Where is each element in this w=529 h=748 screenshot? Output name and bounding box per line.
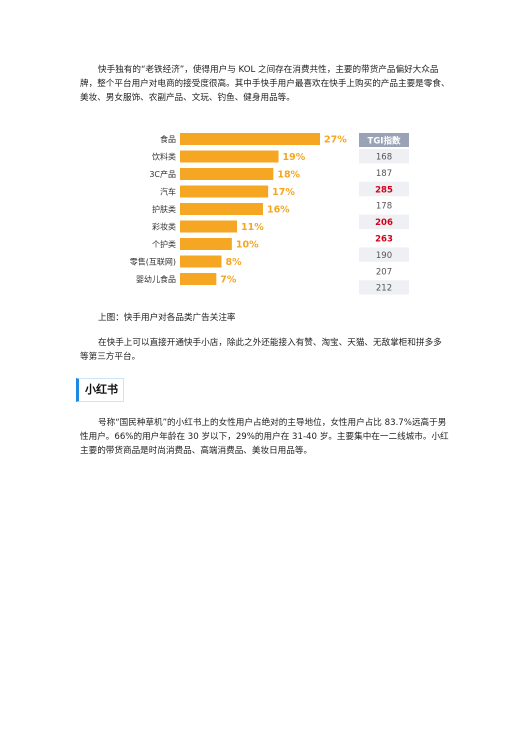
bar	[180, 238, 232, 250]
tgi-value: 285	[375, 185, 393, 195]
category-label: 护肤类	[152, 204, 176, 214]
tgi-row-bg	[359, 149, 409, 164]
category-ad-attention-chart: TGI指数 食品 27% 168 饮料类 19% 187 3C产品 18% 285 汽车 17% 178…	[104, 128, 424, 298]
chart-caption: 上图：快手用户对各品类广告关注率	[98, 313, 236, 323]
bar-chart-svg: TGI指数 食品 27% 168 饮料类 19% 187 3C产品 18% 285 汽车 17% 178…	[130, 133, 409, 295]
tgi-row-bg	[359, 280, 409, 295]
tgi-row-bg	[359, 263, 409, 279]
section-heading-xiaohongshu: 小红书	[76, 378, 124, 402]
tgi-value: 207	[376, 267, 392, 277]
category-label: 汽车	[160, 187, 176, 197]
paragraph-kuaishou-intro: 快手独有的“老铁经济”，使得用户与 KOL 之间存在消费共性，主要的带货产品偏好…	[80, 65, 450, 103]
tgi-value: 212	[376, 284, 392, 294]
bar	[180, 150, 279, 163]
value-label: 10%	[236, 240, 259, 251]
bar	[180, 133, 320, 145]
tgi-row-bg	[359, 165, 409, 180]
value-label: 17%	[272, 187, 295, 198]
bar	[180, 220, 238, 233]
tgi-row-bg	[359, 231, 409, 246]
tgi-value: 190	[376, 251, 392, 261]
category-label: 3C产品	[149, 169, 176, 179]
bar	[180, 185, 269, 198]
category-label: 食品	[160, 134, 176, 144]
value-label: 11%	[241, 222, 264, 233]
value-label: 19%	[283, 152, 306, 163]
tgi-row-bg	[359, 214, 409, 229]
category-label: 饮料类	[152, 152, 176, 162]
value-label: 7%	[220, 275, 237, 286]
bar	[180, 255, 222, 268]
bar	[180, 273, 217, 285]
value-label: 8%	[225, 257, 242, 268]
category-label: 零售(互联网)	[130, 257, 176, 267]
tgi-row-bg	[359, 198, 409, 213]
category-label: 个护类	[152, 239, 176, 249]
tgi-value: 178	[376, 202, 392, 212]
category-label: 彩妆类	[152, 222, 176, 232]
tgi-row-bg	[359, 181, 409, 197]
value-label: 27%	[324, 135, 347, 146]
bar	[180, 203, 263, 215]
tgi-value: 168	[376, 153, 392, 163]
value-label: 18%	[277, 170, 300, 181]
paragraph-kuaishou-store: 在快手上可以直接开通快手小店，除此之外还能接入有赞、淘宝、天猫、无敌掌柜和拼多多…	[80, 338, 442, 362]
value-label: 16%	[267, 205, 290, 216]
category-label: 婴幼儿食品	[136, 274, 176, 284]
tgi-row-bg	[359, 247, 409, 262]
tgi-value: 263	[375, 235, 393, 245]
tgi-value: 187	[376, 169, 392, 179]
tgi-value: 206	[375, 218, 393, 228]
tgi-header-bg	[359, 133, 409, 147]
bar	[180, 168, 274, 180]
tgi-header-label: TGI指数	[368, 136, 401, 147]
paragraph-xiaohongshu: 号称“国民种草机”的小红书上的女性用户占绝对的主导地位，女性用户占比 83.7%…	[80, 418, 449, 456]
